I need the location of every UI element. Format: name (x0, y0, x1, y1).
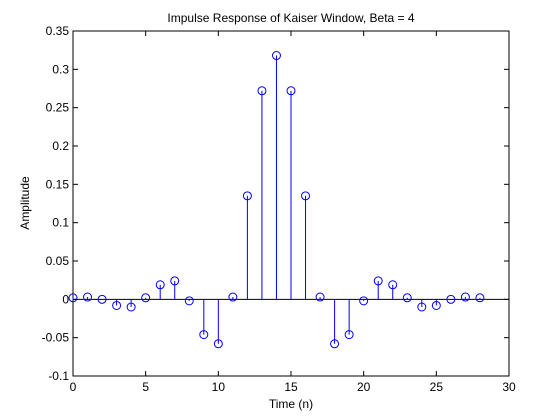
chart-title: Impulse Response of Kaiser Window, Beta … (167, 11, 414, 25)
stem-marker (126, 302, 136, 312)
stem-marker (460, 292, 470, 302)
y-tick-labels: -0.1 -0.05 0 0.05 0.1 0.15 0.2 0.25 0.3 0.35 (42, 24, 70, 383)
stem-marker (184, 296, 194, 306)
y-tick-label: 0.3 (52, 62, 69, 76)
stem-marker (315, 292, 325, 302)
stem-marker (242, 191, 252, 201)
stem-marker (431, 300, 441, 310)
stem-marker (97, 294, 107, 304)
x-tick-label: 20 (357, 380, 371, 394)
x-tick-label: 0 (70, 380, 77, 394)
stem-marker (112, 300, 122, 310)
stem-marker (402, 293, 412, 303)
stem-marker (83, 292, 93, 302)
x-axis-title: Time (n) (269, 397, 313, 411)
y-tick-label: 0.2 (52, 139, 69, 153)
stem-marker (344, 330, 354, 340)
y-axis-title: Amplitude (18, 176, 32, 230)
x-tick-label: 30 (502, 380, 516, 394)
stem-marker (286, 86, 296, 96)
x-tick-label: 25 (430, 380, 444, 394)
markers-layer (68, 51, 485, 349)
y-tick-label: 0.1 (52, 216, 69, 230)
stem-marker (359, 296, 369, 306)
y-tick-label: 0.05 (46, 254, 70, 268)
stem-marker (301, 191, 311, 201)
x-tick-label: 10 (212, 380, 226, 394)
y-tick-label: 0.25 (46, 101, 70, 115)
stem-marker (330, 339, 340, 349)
y-tick-label: 0 (62, 292, 69, 306)
stems-layer (72, 55, 481, 344)
x-tick-labels: 0 5 10 15 20 25 30 (70, 380, 516, 394)
stem-marker (228, 292, 238, 302)
ticks-layer (72, 30, 510, 377)
stem-marker (170, 276, 180, 286)
y-tick-label: -0.1 (48, 369, 69, 383)
stem-marker (257, 86, 267, 96)
stem-marker (271, 51, 281, 61)
stem-marker (475, 293, 485, 303)
y-tick-label: 0.15 (46, 177, 70, 191)
x-tick-label: 5 (142, 380, 149, 394)
x-tick-label: 15 (284, 380, 298, 394)
stem-marker (155, 280, 165, 290)
y-tick-label: -0.05 (42, 331, 70, 345)
stem-marker (199, 330, 209, 340)
stem-marker (446, 294, 456, 304)
stem-marker (213, 339, 223, 349)
stem-marker (141, 293, 151, 303)
stem-marker (388, 280, 398, 290)
stem-marker (68, 293, 78, 303)
stem-marker (373, 276, 383, 286)
y-tick-label: 0.35 (46, 24, 70, 38)
stem-marker (417, 302, 427, 312)
